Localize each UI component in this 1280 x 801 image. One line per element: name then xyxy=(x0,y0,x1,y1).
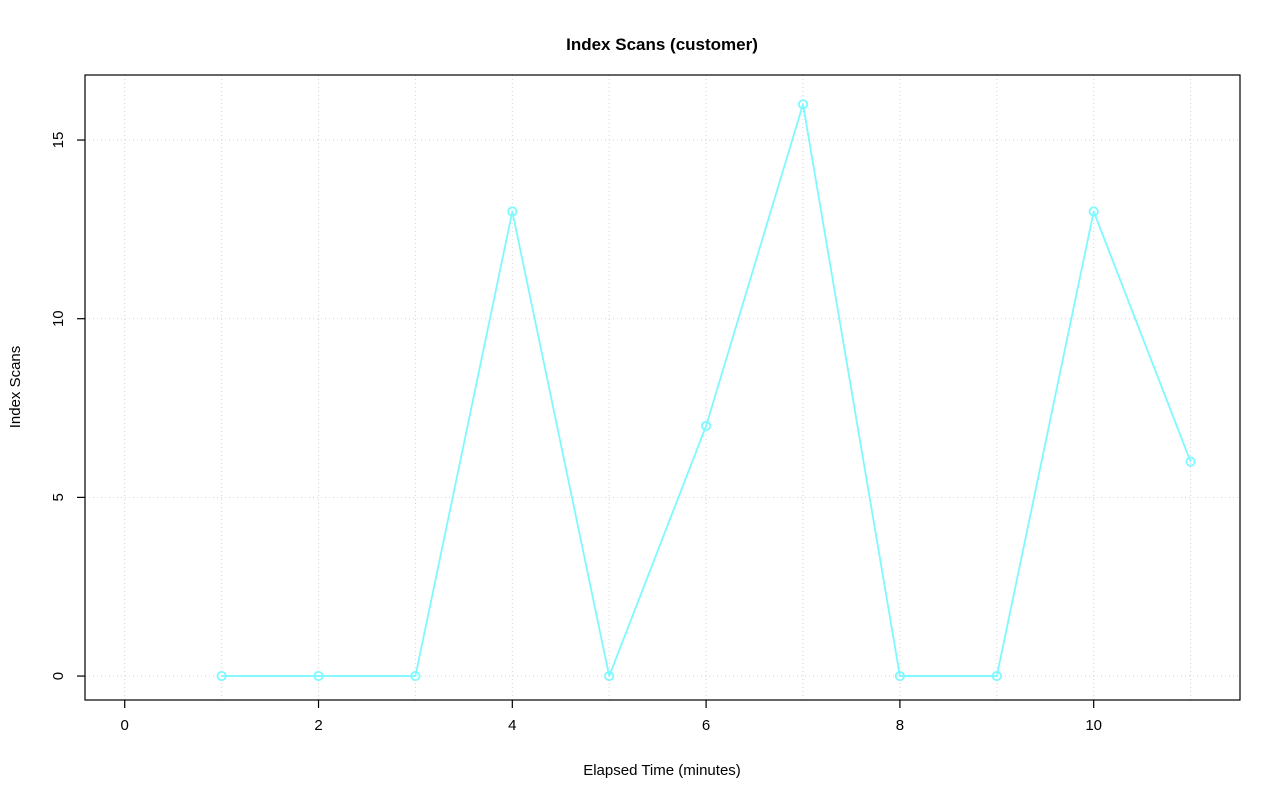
data-series xyxy=(216,99,1196,682)
gridlines xyxy=(85,75,1240,700)
data-point-marker xyxy=(991,670,1002,682)
x-tick-label: 2 xyxy=(314,717,322,734)
axis-tick-labels: 0 2 4 6 8 10 0 5 10 15 xyxy=(50,132,1102,734)
data-point-marker xyxy=(894,670,905,682)
x-axis-label: Elapsed Time (minutes) xyxy=(583,762,741,779)
x-tick-label: 8 xyxy=(896,717,904,734)
x-tick-label: 10 xyxy=(1085,717,1102,734)
y-axis-label: Index Scans xyxy=(7,346,24,429)
data-point-marker xyxy=(313,670,324,682)
data-point-marker xyxy=(410,670,421,682)
data-point-marker xyxy=(216,670,227,682)
y-tick-label: 10 xyxy=(50,310,67,327)
data-point-marker xyxy=(797,99,809,110)
x-tick-label: 0 xyxy=(121,717,129,734)
chart-title: Index Scans (customer) xyxy=(566,35,758,54)
plot-border xyxy=(84,74,1241,701)
series-line xyxy=(221,103,1192,677)
y-tick-label: 0 xyxy=(50,672,67,680)
data-point-marker xyxy=(1088,206,1099,217)
data-point-marker xyxy=(1185,456,1196,467)
x-tick-label: 4 xyxy=(508,717,516,734)
y-tick-label: 15 xyxy=(50,132,67,149)
x-tick-label: 6 xyxy=(702,717,710,734)
data-point-marker xyxy=(701,420,712,432)
axis-ticks xyxy=(77,139,1095,708)
y-tick-label: 5 xyxy=(50,493,67,501)
data-point-marker xyxy=(604,670,615,682)
data-point-marker xyxy=(507,206,518,217)
plot-box xyxy=(84,74,1241,701)
